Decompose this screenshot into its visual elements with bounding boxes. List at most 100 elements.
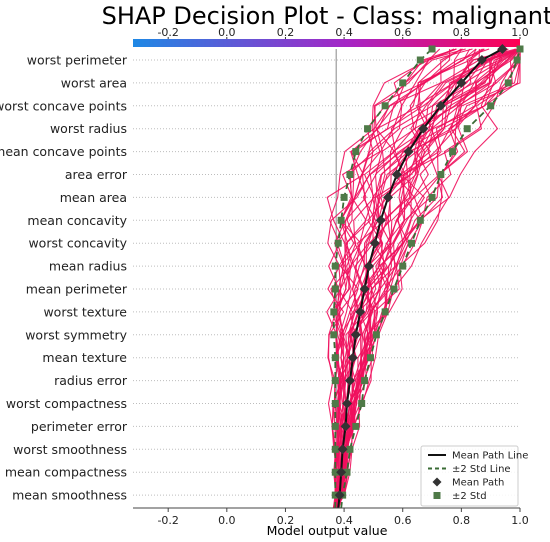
std-marker <box>331 377 339 385</box>
x-axis-tick-label: 0.6 <box>394 514 412 527</box>
std-marker <box>416 216 424 224</box>
std-marker <box>343 468 351 476</box>
std-upper-line <box>340 48 521 509</box>
colorbar-tick-label: 0.2 <box>277 26 295 39</box>
mean-path-marker <box>383 192 394 203</box>
decision-path <box>335 48 521 509</box>
mean-path-marker <box>337 444 348 455</box>
legend-entry: Mean Path Line <box>452 451 528 462</box>
std-marker <box>331 285 339 293</box>
feature-label: mean compactness <box>5 465 127 480</box>
decision-path <box>333 48 473 509</box>
x-axis-tick-label: 0.0 <box>218 514 236 527</box>
feature-label: mean radius <box>49 259 127 274</box>
feature-label: worst texture <box>43 304 127 319</box>
decision-path <box>335 48 471 509</box>
colorbar-gradient <box>133 39 520 47</box>
std-marker <box>352 422 360 430</box>
std-marker <box>337 216 345 224</box>
legend-entry: ±2 Std <box>452 491 487 502</box>
decision-path <box>333 48 509 509</box>
std-marker <box>346 445 354 453</box>
std-marker <box>399 262 407 270</box>
decision-path <box>333 48 521 509</box>
std-marker <box>513 56 521 64</box>
mean-path-marker <box>344 375 355 386</box>
legend-entry: Mean Path <box>452 478 504 489</box>
decision-path <box>333 48 517 509</box>
legend-entry: ±2 Std Line <box>452 464 511 475</box>
legend-box <box>420 445 519 507</box>
std-marker <box>346 171 354 178</box>
std-marker <box>516 45 524 53</box>
std-marker <box>331 400 339 407</box>
decision-path <box>327 48 457 509</box>
std-marker <box>381 102 389 110</box>
feature-label: worst concavity <box>28 236 127 251</box>
std-marker <box>334 239 342 247</box>
mean-path-marker <box>418 123 429 134</box>
legend-swatch-mean-marker <box>432 477 442 487</box>
colorbar-tick-label: 0.6 <box>394 26 412 39</box>
feature-label: worst area <box>61 75 127 90</box>
x-axis-tick-label: 0.4 <box>335 514 353 527</box>
std-marker <box>331 354 339 362</box>
x-axis-tick-label: 1.0 <box>511 514 529 527</box>
x-axis-tick-label: 0.2 <box>277 514 295 527</box>
std-marker <box>340 193 348 201</box>
std-marker <box>366 354 374 362</box>
colorbar-tick-label: 0.8 <box>453 26 471 39</box>
feature-label: worst radius <box>50 121 127 136</box>
mean-path-marker <box>375 215 386 226</box>
std-marker <box>330 331 338 339</box>
x-axis-label: Model output value <box>267 523 388 538</box>
decision-path <box>337 48 521 509</box>
decision-path <box>335 48 521 509</box>
feature-label: mean concavity <box>27 213 127 228</box>
feature-label: worst symmetry <box>25 327 127 342</box>
std-marker <box>408 239 416 247</box>
feature-label: worst smoothness <box>13 442 127 457</box>
feature-label: mean area <box>60 190 127 205</box>
std-marker <box>331 468 339 476</box>
mean-path-marker <box>391 169 402 180</box>
colorbar-tick-label: 0.4 <box>335 26 353 39</box>
mean-path-marker <box>342 398 353 409</box>
decision-path <box>334 49 521 509</box>
feature-label: mean perimeter <box>26 282 128 297</box>
std-marker <box>331 262 339 270</box>
mean-path-marker <box>369 238 380 249</box>
std-marker <box>352 148 360 156</box>
std-marker <box>372 331 380 339</box>
decision-path <box>338 48 503 509</box>
std-marker <box>504 79 512 87</box>
mean-path-marker <box>364 261 375 272</box>
std-marker <box>364 125 372 133</box>
feature-label: mean concave points <box>0 144 127 159</box>
grid: worst perimeter worst area worst concave p… <box>0 49 520 508</box>
mean-path-marker <box>347 352 358 363</box>
feature-label: perimeter error <box>31 419 128 434</box>
mean-path-marker <box>497 44 508 54</box>
x-axis-tick-label: 0.8 <box>453 514 471 527</box>
statistics-overlay <box>330 44 524 509</box>
std-marker <box>331 422 339 430</box>
mean-path-marker <box>359 284 370 294</box>
mean-path-marker <box>334 490 345 501</box>
mean-path-line <box>337 48 503 509</box>
mean-path-marker <box>336 467 347 478</box>
std-marker <box>428 193 436 201</box>
decision-path <box>332 48 463 509</box>
feature-label: radius error <box>54 373 128 388</box>
std-lower-line <box>332 48 433 508</box>
feature-label: mean smoothness <box>12 488 127 503</box>
mean-path-marker <box>435 100 446 111</box>
x-axis-tick-label: -0.2 <box>157 514 178 527</box>
legend-swatch-std-marker <box>433 492 441 499</box>
std-marker <box>390 285 398 293</box>
axes: -0.2 0.0 0.2 0.4 0.6 0.8 1.0 <box>133 507 529 527</box>
mean-path-marker <box>403 146 414 157</box>
legend: Mean Path Line ±2 Std Line Mean Path ±2 Std <box>420 445 528 507</box>
mean-path-marker <box>355 306 366 317</box>
